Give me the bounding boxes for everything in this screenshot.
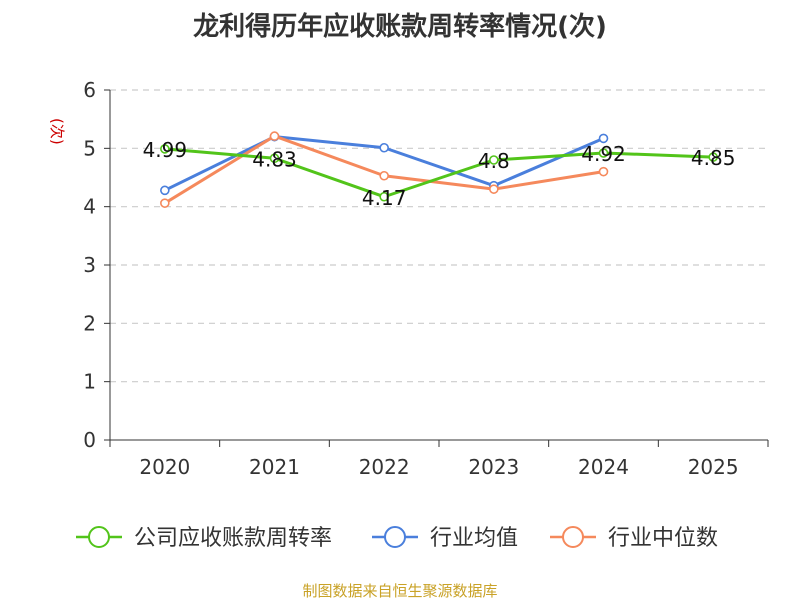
- data-point: [379, 142, 389, 153]
- legend-label: 行业中位数: [608, 526, 718, 551]
- y-tick-label: 0: [83, 428, 96, 452]
- x-tick-label: 2025: [688, 455, 739, 479]
- data-point: [160, 185, 170, 196]
- data-label: 4.99: [143, 138, 188, 162]
- series-line: [164, 147, 714, 199]
- legend-marker: [384, 526, 406, 548]
- data-point: [160, 198, 170, 208]
- data-point: [160, 144, 170, 154]
- data-label: 4.83: [252, 147, 297, 171]
- x-tick-label: 2024: [578, 455, 629, 479]
- source-footer: 制图数据来自恒生聚源数据库: [302, 582, 498, 600]
- data-point: [489, 184, 499, 194]
- y-tick-label: 2: [83, 311, 96, 335]
- data-label: 4.8: [478, 149, 510, 173]
- chart-title: 龙利得历年应收账款周转率情况(次): [193, 12, 607, 42]
- y-tick-label: 6: [83, 78, 96, 102]
- data-point: [598, 166, 609, 177]
- legend-label: 公司应收账款周转率: [134, 526, 332, 551]
- legend-label: 行业均值: [430, 526, 518, 551]
- x-tick-label: 2023: [468, 455, 519, 479]
- data-label: 4.17: [362, 186, 407, 210]
- data-label: 4.92: [581, 142, 626, 166]
- x-tick-label: 2020: [139, 455, 190, 479]
- data-point: [598, 148, 609, 158]
- x-tick-label: 2022: [359, 455, 410, 479]
- data-point: [489, 155, 499, 165]
- data-point: [379, 191, 389, 202]
- y-tick-label: 1: [83, 370, 96, 394]
- legend-marker: [88, 526, 110, 548]
- y-tick-label: 3: [83, 253, 96, 277]
- data-point: [379, 170, 389, 181]
- x-tick-label: 2021: [249, 455, 300, 479]
- data-point: [708, 152, 718, 162]
- data-point: [598, 133, 609, 144]
- data-label: 4.85: [691, 146, 736, 170]
- y-tick-label: 5: [83, 136, 96, 160]
- y-tick-label: 4: [83, 195, 96, 219]
- data-point: [269, 153, 280, 164]
- data-point: [269, 131, 280, 141]
- legend-marker: [562, 526, 584, 548]
